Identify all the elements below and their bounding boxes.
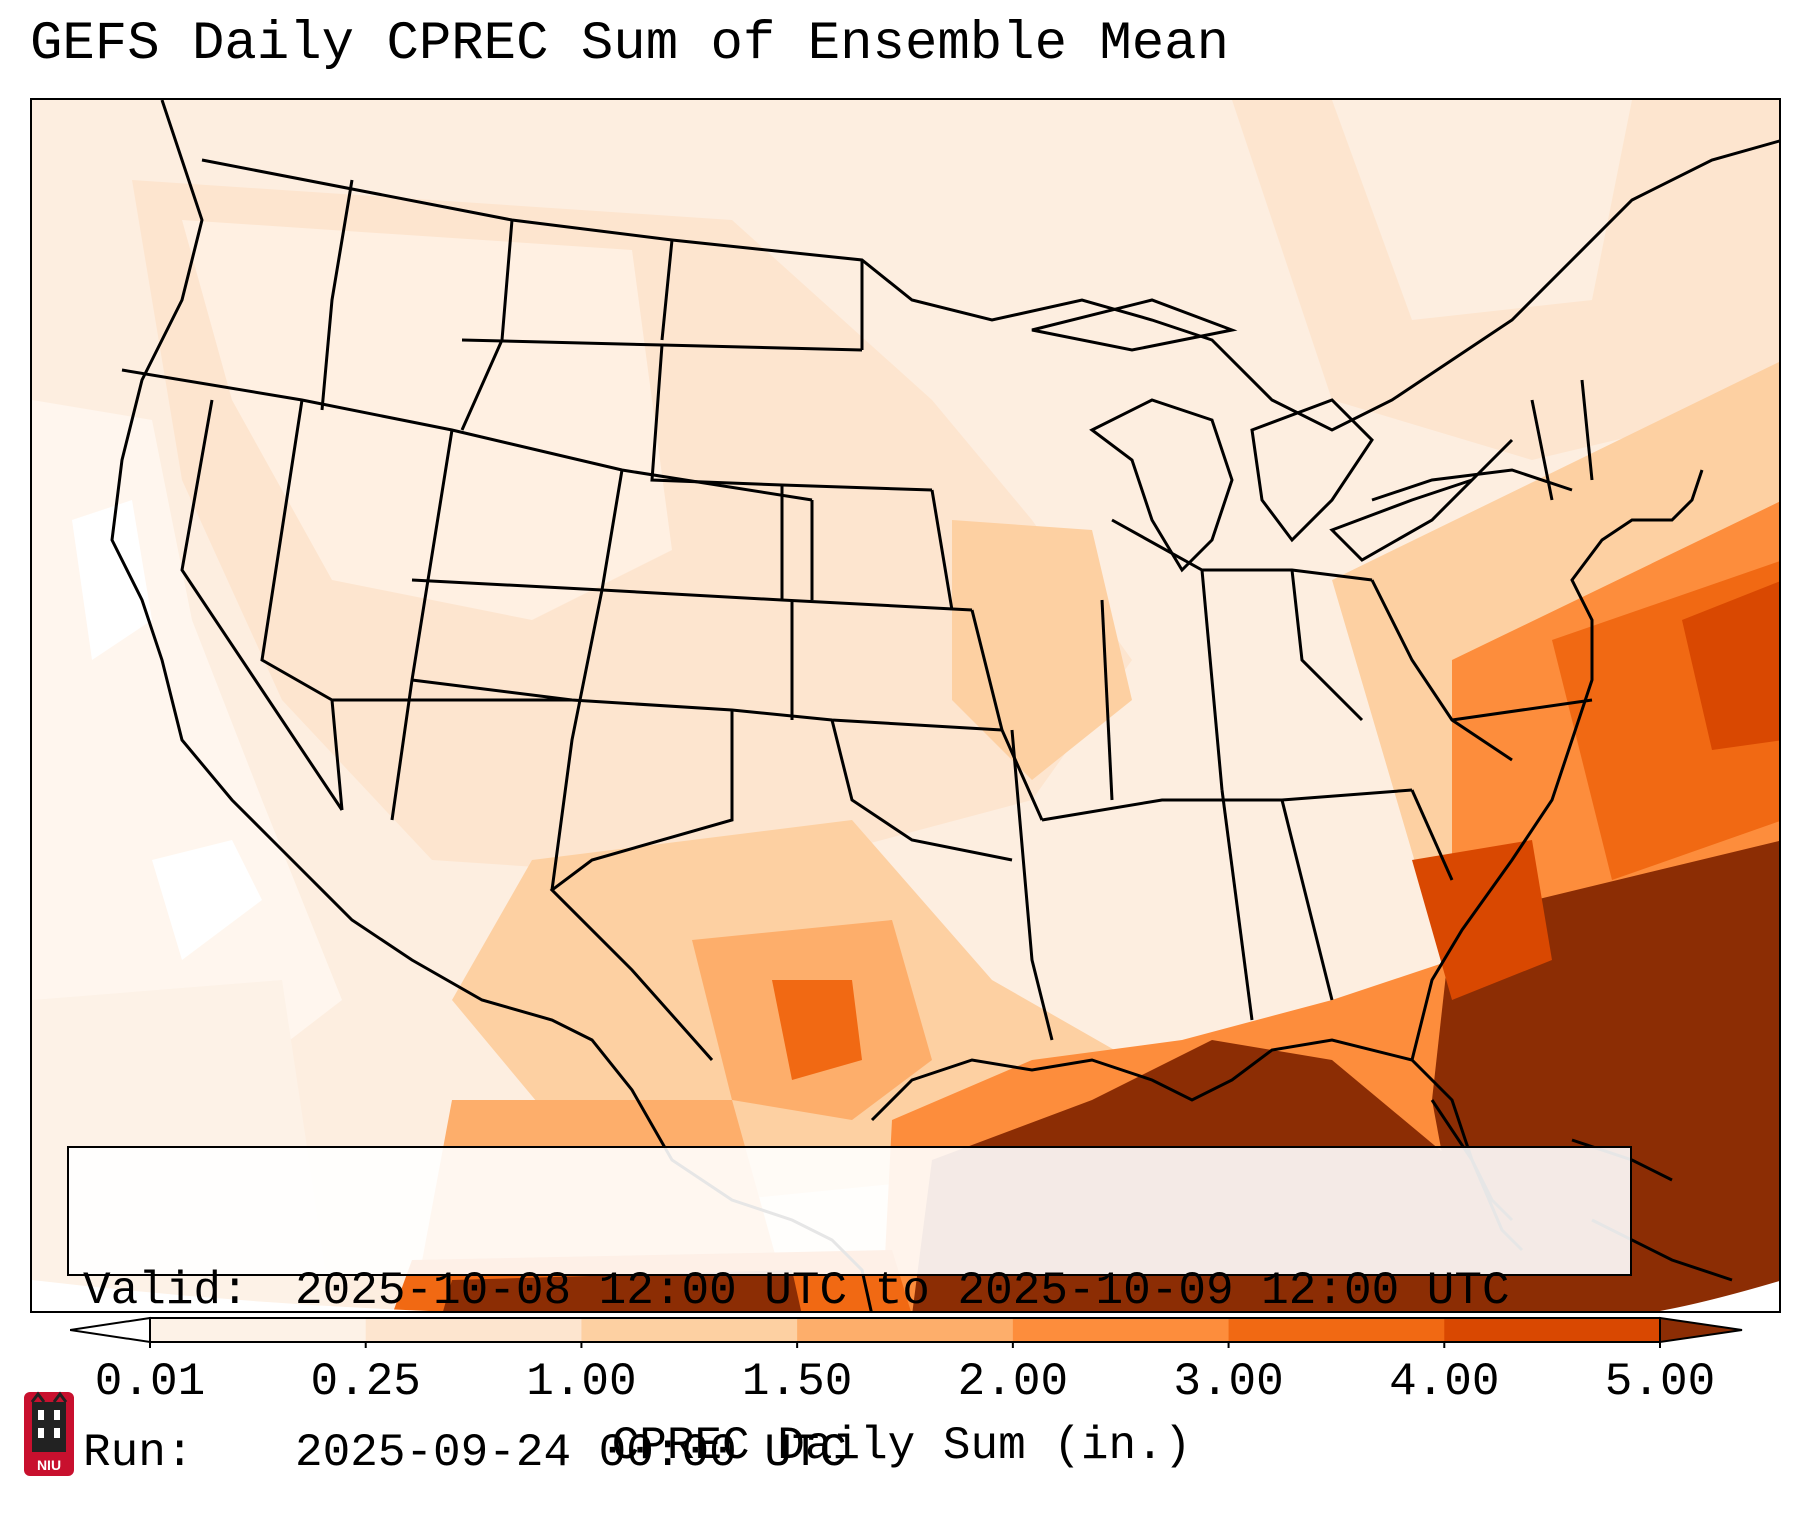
colorbar-label: CPREC Daily Sum (in.) xyxy=(611,1420,1192,1472)
colorbar-extend-max xyxy=(1659,1316,1743,1344)
colorbar-tick-label: 0.01 xyxy=(94,1356,206,1408)
valid-run-info-box: Valid: 2025-10-08 12:00 UTC to 2025-10-09… xyxy=(67,1146,1632,1479)
valid-value: 2025-10-08 12:00 UTC to 2025-10-09 12:00… xyxy=(295,1265,1510,1317)
colorbar-segment xyxy=(365,1318,582,1342)
colorbar-segment xyxy=(581,1318,798,1342)
run-value: 2025-09-24 00:00 UTC xyxy=(295,1427,848,1479)
colorbar-tick-label: 1.00 xyxy=(526,1356,637,1408)
precip-map xyxy=(32,100,1779,1311)
run-label: Run: xyxy=(83,1427,194,1479)
map-title: GEFS Daily CPREC Sum of Ensemble Mean xyxy=(30,14,1229,75)
colorbar-segment xyxy=(1012,1318,1230,1342)
valid-label: Valid: xyxy=(83,1265,249,1317)
colorbar-segment xyxy=(797,1318,1014,1342)
colorbar-segment xyxy=(1228,1318,1445,1342)
colorbar-tick-label: 1.50 xyxy=(741,1356,853,1408)
colorbar-tick-label: 4.00 xyxy=(1389,1356,1500,1408)
niu-logo-text: NIU xyxy=(37,1457,61,1473)
colorbar-tick-label: 2.00 xyxy=(957,1356,1069,1408)
colorbar-tick-label: 0.25 xyxy=(310,1356,421,1408)
colorbar xyxy=(70,1316,1743,1348)
colorbar-segment xyxy=(1444,1318,1661,1342)
colorbar-tick-label: 3.00 xyxy=(1173,1356,1284,1408)
colorbar-extend-min xyxy=(70,1316,151,1344)
colorbar-segment xyxy=(150,1318,367,1342)
colorbar-tick-label: 5.00 xyxy=(1604,1356,1716,1408)
niu-logo-icon: NIU xyxy=(24,1391,74,1476)
map-panel xyxy=(30,98,1781,1313)
